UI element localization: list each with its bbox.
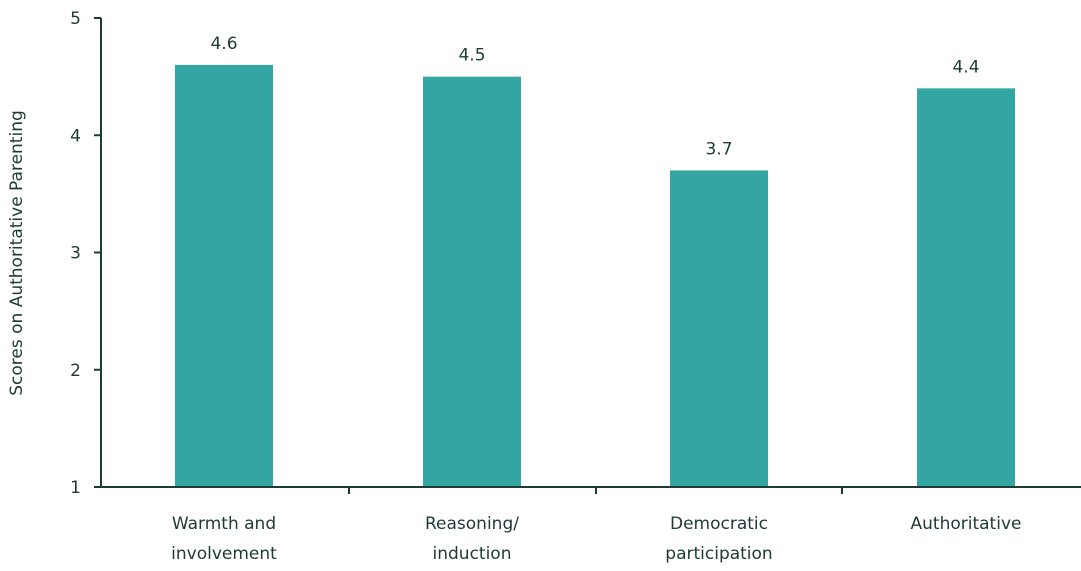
y-tick-label: 5 bbox=[70, 9, 81, 29]
bar bbox=[670, 170, 768, 488]
y-tick-label: 1 bbox=[70, 478, 81, 498]
x-category-label: Democratic bbox=[670, 514, 768, 534]
bar bbox=[423, 76, 521, 487]
plot-area: 4.6 4.5 3.7 4.4 1 2 3 4 5 Warmth and involvement Re… bbox=[70, 9, 1081, 564]
x-category-label: induction bbox=[433, 544, 512, 564]
data-label: 4.5 bbox=[458, 46, 485, 66]
bar bbox=[175, 64, 273, 488]
x-category-label: Reasoning/ bbox=[425, 514, 519, 534]
data-label: 4.4 bbox=[952, 57, 979, 77]
data-label: 3.7 bbox=[705, 139, 732, 159]
x-category-label: participation bbox=[665, 544, 772, 564]
y-tick-label: 2 bbox=[70, 361, 81, 381]
x-category-label: Authoritative bbox=[911, 514, 1022, 534]
bar bbox=[917, 88, 1015, 487]
x-category-label: involvement bbox=[171, 544, 277, 564]
data-label: 4.6 bbox=[210, 34, 237, 54]
y-tick-label: 4 bbox=[70, 126, 81, 146]
y-tick-label: 3 bbox=[70, 244, 81, 264]
y-axis-title: Scores on Authoritative Parenting bbox=[7, 110, 27, 396]
x-category-label: Warmth and bbox=[172, 514, 276, 534]
